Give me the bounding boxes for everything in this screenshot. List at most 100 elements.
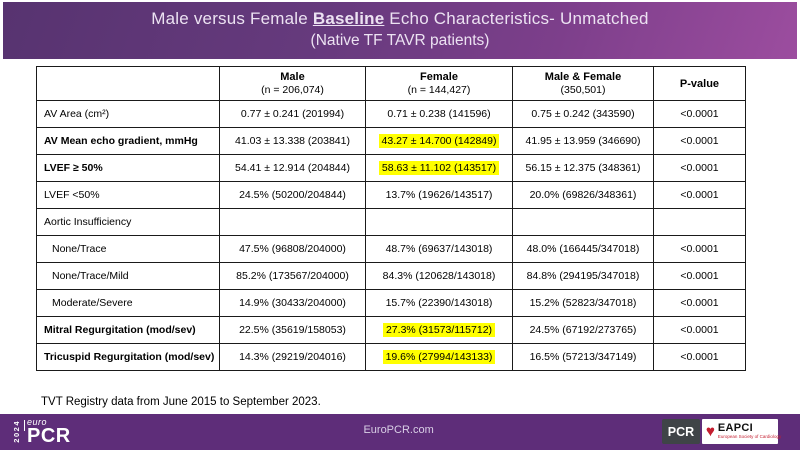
row-label: Aortic Insufficiency — [36, 208, 220, 236]
logo-divider — [24, 420, 25, 431]
female-value-cell: 19.6% (27994/143133) — [365, 343, 513, 371]
male-value-cell: 85.2% (173567/204000) — [219, 262, 366, 290]
p-value-cell: <0.0001 — [653, 262, 746, 290]
female-value: 0.71 ± 0.238 (141596) — [387, 108, 491, 120]
col-header-male-title: Male — [280, 71, 305, 83]
title-banner: Male versus Female Baseline Echo Charact… — [3, 2, 797, 59]
p-value-cell: <0.0001 — [653, 154, 746, 182]
combined-value-cell: 24.5% (67192/273765) — [512, 316, 654, 344]
combined-value: 41.95 ± 13.959 (346690) — [525, 135, 641, 147]
eapci-subtitle: European Society of Cardiology — [717, 434, 782, 440]
female-value: 13.7% (19626/143517) — [385, 189, 493, 201]
row-label: LVEF <50% — [36, 181, 220, 209]
p-value: <0.0001 — [680, 135, 719, 147]
male-value: 22.5% (35619/158053) — [239, 324, 346, 336]
male-value: 47.5% (96808/204000) — [239, 243, 346, 255]
title-emphasis: Baseline — [312, 9, 385, 28]
female-value-cell: 58.63 ± 11.102 (143517) — [365, 154, 513, 182]
p-value: <0.0001 — [680, 108, 719, 120]
p-value-cell: <0.0001 — [653, 181, 746, 209]
female-value-cell: 13.7% (19626/143517) — [365, 181, 513, 209]
col-header-combined: Male & Female (350,501) — [512, 66, 654, 101]
europcr-2024-logo: 2024 euro PCR — [12, 417, 71, 447]
p-value: <0.0001 — [680, 189, 719, 201]
combined-value-cell: 20.0% (69826/348361) — [512, 181, 654, 209]
combined-value: 24.5% (67192/273765) — [529, 324, 637, 336]
combined-value-cell: 56.15 ± 12.375 (348361) — [512, 154, 654, 182]
male-value: 0.77 ± 0.241 (201994) — [240, 108, 345, 120]
male-value: 24.5% (50200/204844) — [239, 189, 346, 201]
col-header-combined-title: Male & Female — [544, 71, 622, 83]
table-body: AV Area (cm²) 0.77 ± 0.241 (201994) 0.71… — [36, 100, 746, 371]
female-value-cell: 27.3% (31573/115712) — [365, 316, 513, 344]
combined-value-cell: 41.95 ± 13.959 (346690) — [512, 127, 654, 155]
male-value-cell: 0.77 ± 0.241 (201994) — [219, 100, 366, 128]
female-value-cell: 15.7% (22390/143018) — [365, 289, 513, 317]
col-header-female-n: (n = 144,427) — [407, 84, 471, 96]
male-value: 85.2% (173567/204000) — [236, 270, 349, 282]
title-prefix: Male versus Female — [151, 9, 313, 28]
p-value-cell: <0.0001 — [653, 100, 746, 128]
table-row: Tricuspid Regurgitation (mod/sev) 14.3% … — [36, 343, 746, 371]
combined-value-cell — [512, 208, 654, 236]
p-value: <0.0001 — [680, 297, 719, 309]
female-value-cell: 84.3% (120628/143018) — [365, 262, 513, 290]
p-value: <0.0001 — [680, 162, 719, 174]
p-value-cell: <0.0001 — [653, 316, 746, 344]
page-title: Male versus Female Baseline Echo Charact… — [3, 2, 797, 29]
row-label: None/Trace/Mild — [36, 262, 220, 290]
eapci-logo-badge: ♥ EAPCI European Society of Cardiology — [702, 419, 781, 444]
combined-value: 48.0% (166445/347018) — [526, 243, 640, 255]
male-value: 14.3% (29219/204016) — [239, 351, 346, 363]
female-value: 19.6% (27994/143133) — [382, 350, 496, 364]
col-header-male: Male (n = 206,074) — [219, 66, 366, 101]
eapci-text-block: EAPCI European Society of Cardiology — [718, 423, 781, 440]
p-value-cell: <0.0001 — [653, 127, 746, 155]
col-header-combined-n: (350,501) — [560, 84, 606, 96]
female-value: 27.3% (31573/115712) — [382, 323, 496, 337]
table-row: Moderate/Severe 14.9% (30433/204000) 15.… — [36, 289, 746, 317]
col-header-male-n: (n = 206,074) — [261, 84, 324, 96]
table-row: None/Trace/Mild 85.2% (173567/204000) 84… — [36, 262, 746, 290]
female-value: 15.7% (22390/143018) — [385, 297, 493, 309]
male-value-cell: 22.5% (35619/158053) — [219, 316, 366, 344]
footer-bar: 2024 euro PCR EuroPCR.com PCR ♥ EAPCI Eu… — [0, 414, 800, 450]
table-row: AV Mean echo gradient, mmHg 41.03 ± 13.3… — [36, 127, 746, 155]
male-value: 14.9% (30433/204000) — [239, 297, 346, 309]
empty-header-cell — [36, 66, 220, 101]
p-value: <0.0001 — [680, 270, 719, 282]
pcr-logo-badge: PCR — [662, 419, 700, 444]
combined-value-cell: 16.5% (57213/347149) — [512, 343, 654, 371]
male-value-cell: 54.41 ± 12.914 (204844) — [219, 154, 366, 182]
footnote: TVT Registry data from June 2015 to Sept… — [41, 396, 321, 408]
female-value-cell: 48.7% (69637/143018) — [365, 235, 513, 263]
logo-year: 2024 — [12, 420, 21, 443]
table-row: Aortic Insufficiency — [36, 208, 746, 236]
combined-value: 16.5% (57213/347149) — [529, 351, 637, 363]
row-label: Mitral Regurgitation (mod/sev) — [36, 316, 220, 344]
combined-value: 15.2% (52823/347018) — [529, 297, 637, 309]
col-header-female: Female (n = 144,427) — [365, 66, 513, 101]
combined-value: 0.75 ± 0.242 (343590) — [531, 108, 635, 120]
combined-value-cell: 48.0% (166445/347018) — [512, 235, 654, 263]
logo-euro-text: euro — [27, 417, 48, 427]
female-value: 84.3% (120628/143018) — [382, 270, 496, 282]
female-value-cell — [365, 208, 513, 236]
female-value-cell: 0.71 ± 0.238 (141596) — [365, 100, 513, 128]
title-suffix: Echo Characteristics- Unmatched — [384, 9, 649, 28]
europcr-url: EuroPCR.com — [363, 424, 434, 436]
combined-value: 84.8% (294195/347018) — [526, 270, 640, 282]
male-value-cell: 14.9% (30433/204000) — [219, 289, 366, 317]
male-value-cell: 24.5% (50200/204844) — [219, 181, 366, 209]
p-value-cell: <0.0001 — [653, 343, 746, 371]
col-header-female-title: Female — [420, 71, 458, 83]
row-label: None/Trace — [36, 235, 220, 263]
table-row: LVEF ≥ 50% 54.41 ± 12.914 (204844) 58.63… — [36, 154, 746, 182]
row-label: Tricuspid Regurgitation (mod/sev) — [36, 343, 220, 371]
male-value: 54.41 ± 12.914 (204844) — [235, 162, 350, 174]
p-value-cell — [653, 208, 746, 236]
echo-characteristics-table: Male (n = 206,074) Female (n = 144,427) … — [36, 66, 746, 371]
row-label: Moderate/Severe — [36, 289, 220, 317]
eapci-name: EAPCI — [717, 422, 754, 435]
